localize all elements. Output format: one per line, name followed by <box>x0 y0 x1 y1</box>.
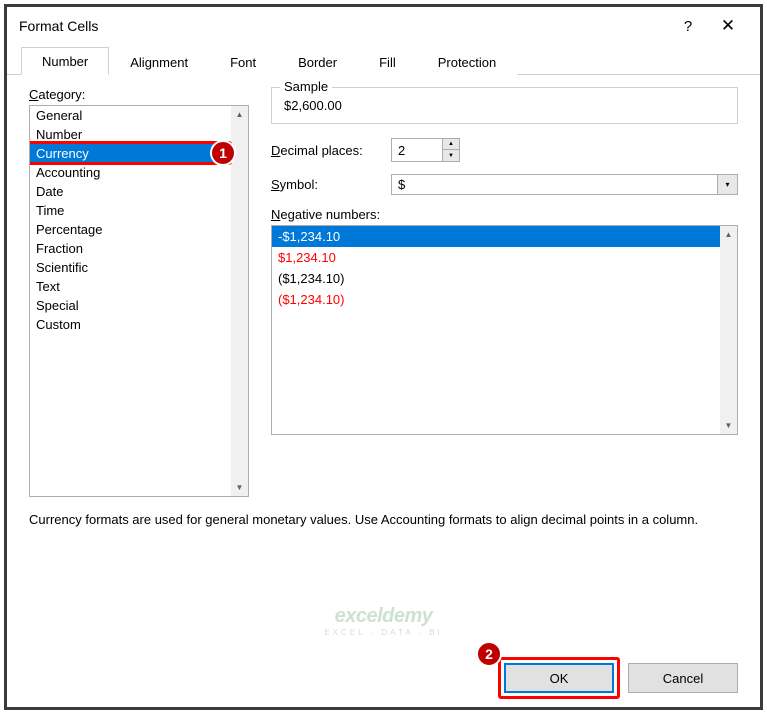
category-item-accounting[interactable]: Accounting <box>30 163 248 182</box>
scroll-down-icon[interactable]: ▼ <box>231 479 248 496</box>
category-listbox[interactable]: General Number Currency Accounting Date … <box>29 105 249 497</box>
negative-item-0[interactable]: -$1,234.10 <box>272 226 737 247</box>
negative-scrollbar[interactable]: ▲ ▼ <box>720 226 737 434</box>
tab-fill[interactable]: Fill <box>358 48 417 75</box>
category-item-time[interactable]: Time <box>30 201 248 220</box>
tab-protection[interactable]: Protection <box>417 48 518 75</box>
symbol-dropdown[interactable]: $ ▾ <box>391 174 738 195</box>
watermark-logo: exceldemy <box>324 605 442 628</box>
sample-fieldset: Sample $2,600.00 <box>271 87 738 124</box>
dialog-title: Format Cells <box>19 18 668 34</box>
annotation-badge-1: 1 <box>210 140 236 166</box>
category-item-text[interactable]: Text <box>30 277 248 296</box>
chevron-down-icon[interactable]: ▾ <box>717 175 737 194</box>
category-item-date[interactable]: Date <box>30 182 248 201</box>
tab-number[interactable]: Number <box>21 47 109 75</box>
titlebar: Format Cells ? ✕ <box>7 7 760 45</box>
category-label: Category: <box>29 87 249 102</box>
category-item-general[interactable]: General <box>30 106 248 125</box>
watermark-tagline: EXCEL · DATA · BI <box>324 628 442 637</box>
scroll-up-icon[interactable]: ▲ <box>720 226 737 243</box>
ok-button[interactable]: OK <box>504 663 614 693</box>
tab-strip: Number Alignment Font Border Fill Protec… <box>7 45 760 75</box>
negative-item-2[interactable]: ($1,234.10) <box>272 268 737 289</box>
category-description: Currency formats are used for general mo… <box>7 497 760 529</box>
sample-value: $2,600.00 <box>284 98 725 113</box>
decimal-places-spinbox[interactable]: ▲ ▼ <box>391 138 460 162</box>
sample-legend: Sample <box>280 79 332 94</box>
negative-numbers-label: Negative numbers: <box>271 207 738 222</box>
decimal-up-button[interactable]: ▲ <box>443 139 459 150</box>
decimal-places-label: Decimal places: <box>271 143 381 158</box>
scroll-up-icon[interactable]: ▲ <box>231 106 248 123</box>
tab-alignment[interactable]: Alignment <box>109 48 209 75</box>
tab-font[interactable]: Font <box>209 48 277 75</box>
symbol-value: $ <box>392 175 717 194</box>
help-button[interactable]: ? <box>668 18 708 35</box>
scroll-down-icon[interactable]: ▼ <box>720 417 737 434</box>
negative-item-1[interactable]: $1,234.10 <box>272 247 737 268</box>
format-cells-dialog: Format Cells ? ✕ Number Alignment Font B… <box>7 7 760 707</box>
category-item-percentage[interactable]: Percentage <box>30 220 248 239</box>
category-scrollbar[interactable]: ▲ ▼ <box>231 106 248 496</box>
annotation-badge-2: 2 <box>476 641 502 667</box>
symbol-label: Symbol: <box>271 177 381 192</box>
category-item-scientific[interactable]: Scientific <box>30 258 248 277</box>
cancel-button[interactable]: Cancel <box>628 663 738 693</box>
dialog-footer: 2 OK Cancel <box>504 663 738 693</box>
decimal-down-button[interactable]: ▼ <box>443 150 459 161</box>
category-item-fraction[interactable]: Fraction <box>30 239 248 258</box>
watermark: exceldemy EXCEL · DATA · BI <box>324 605 442 637</box>
category-item-special[interactable]: Special <box>30 296 248 315</box>
tab-border[interactable]: Border <box>277 48 358 75</box>
category-item-custom[interactable]: Custom <box>30 315 248 334</box>
negative-numbers-listbox[interactable]: -$1,234.10 $1,234.10 ($1,234.10) ($1,234… <box>271 225 738 435</box>
close-button[interactable]: ✕ <box>708 16 748 36</box>
negative-item-3[interactable]: ($1,234.10) <box>272 289 737 310</box>
decimal-places-input[interactable] <box>392 139 442 161</box>
